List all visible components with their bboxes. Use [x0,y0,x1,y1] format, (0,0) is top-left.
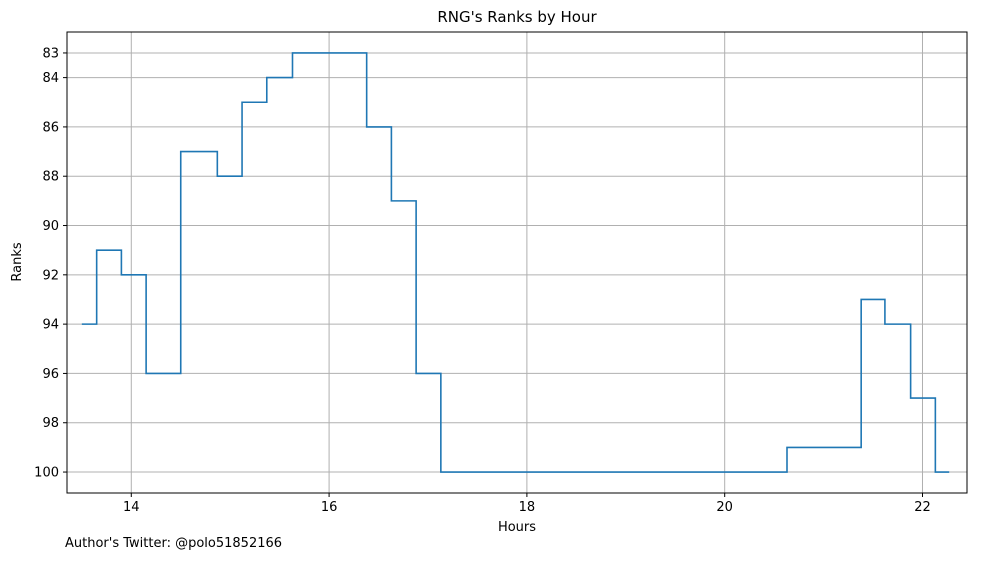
x-tick-label: 14 [123,500,140,515]
y-tick-label: 86 [42,120,59,135]
grid [67,32,967,493]
y-tick-label: 94 [42,318,59,333]
y-axis-label: Ranks [10,242,25,281]
y-tick-label: 98 [42,416,59,431]
y-tick-label: 84 [42,71,59,86]
y-tick-label: 96 [42,367,59,382]
x-tick-label: 20 [716,500,733,515]
y-axis: 83 84 86 88 90 92 94 96 98 100 [34,46,67,481]
chart-title: RNG's Ranks by Hour [437,8,597,26]
rank-series [81,52,950,473]
x-tick-label: 18 [519,500,536,515]
rank-step-line [81,52,950,473]
plot-frame [66,31,968,494]
y-tick-label: 92 [42,268,59,283]
y-tick-label: 100 [34,466,59,481]
x-axis: 14 16 18 20 22 [123,493,931,515]
author-footnote: Author's Twitter: @polo51852166 [65,536,283,551]
y-tick-label: 90 [42,219,59,234]
y-tick-label: 88 [42,170,59,185]
x-axis-label: Hours [498,520,536,535]
y-tick-label: 83 [42,46,59,61]
x-tick-label: 16 [321,500,338,515]
x-tick-label: 22 [914,500,931,515]
